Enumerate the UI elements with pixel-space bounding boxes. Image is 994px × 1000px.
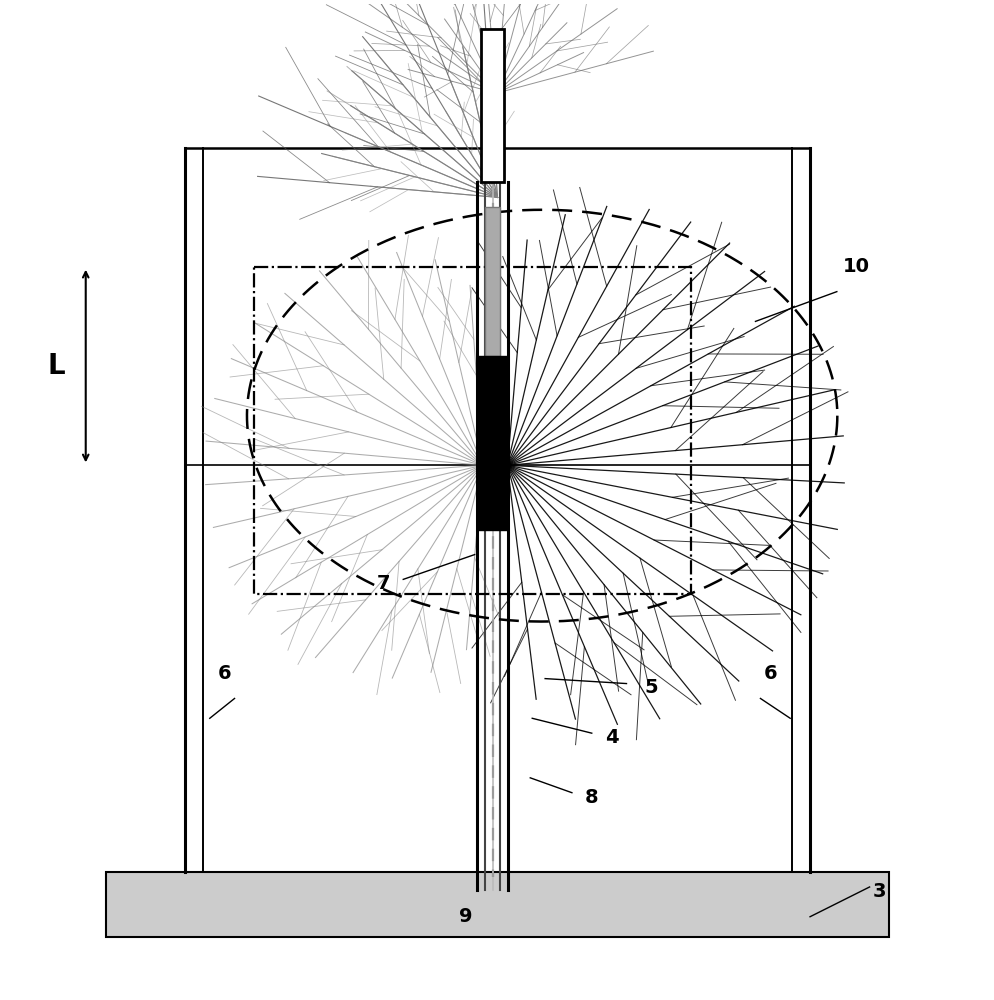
Text: 5: 5 <box>644 678 657 697</box>
Text: 3: 3 <box>872 882 886 901</box>
Text: 4: 4 <box>604 728 618 747</box>
Text: 8: 8 <box>584 788 598 807</box>
Bar <box>484 207 500 356</box>
Text: 6: 6 <box>762 664 776 683</box>
Text: L: L <box>47 352 65 380</box>
Text: 7: 7 <box>377 574 390 593</box>
Text: 6: 6 <box>218 664 232 683</box>
Text: 10: 10 <box>842 257 870 276</box>
Bar <box>476 356 508 530</box>
Text: 9: 9 <box>458 907 472 926</box>
Bar <box>480 29 504 182</box>
Bar <box>105 872 889 937</box>
